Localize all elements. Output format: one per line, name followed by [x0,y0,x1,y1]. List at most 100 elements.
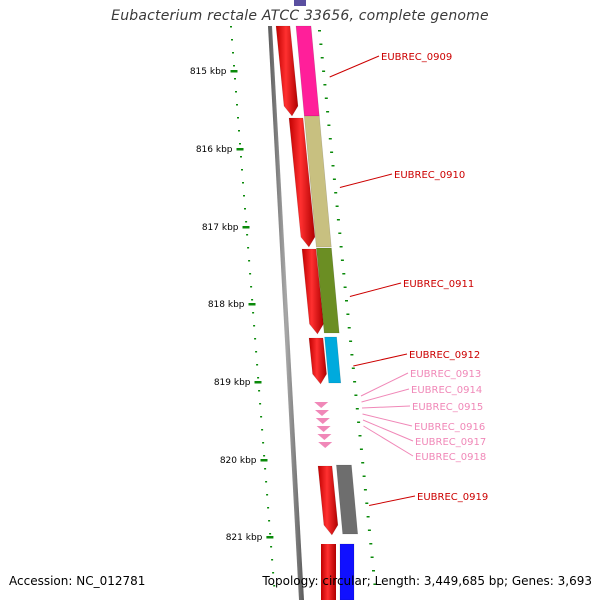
ruler-minor-tick [245,221,248,223]
inner-tick [323,84,327,86]
gene-leader-line [361,405,411,409]
ruler-minor-tick [248,260,251,262]
accession-text: Accession: NC_012781 [9,574,146,588]
ruler-label: 815 kbp [190,67,227,77]
inner-tick [373,583,377,585]
ruler-label: 817 kbp [202,223,239,233]
ruler-label: 820 kbp [220,456,257,466]
ruler-major-tick [230,70,238,73]
gene-label[interactable]: EUBREC_0918 [415,452,486,463]
inner-tick [354,394,358,396]
ruler-minor-tick [260,416,263,418]
ruler-minor-tick [268,520,271,522]
inner-tick [363,489,367,491]
ruler-minor-tick [238,130,240,132]
ruler-minor-tick [242,182,244,184]
small-gene-chevron[interactable] [315,410,329,416]
gene-block-eubrec-0919[interactable] [336,464,359,535]
gene-block-eubrec-0909[interactable] [295,25,320,117]
ruler-minor-tick [253,325,256,327]
gene-leader-line [349,282,402,297]
small-gene-chevron[interactable] [316,426,331,432]
genome-title: Eubacterium rectale ATCC 33656, complete… [111,8,489,24]
inner-tick [359,448,363,450]
genome-backbone [268,26,304,600]
gene-leader-line [363,425,414,457]
inner-tick [357,421,361,423]
ruler-minor-tick [251,299,254,301]
inner-tick [335,205,339,207]
small-gene-chevron[interactable] [314,402,329,408]
gene-label[interactable]: EUBREC_0914 [411,385,482,396]
gene-block-eubrec-0910[interactable] [303,115,332,248]
gene-label[interactable]: EUBREC_0912 [409,350,480,361]
inner-tick [324,97,328,99]
ruler-minor-tick [230,26,232,28]
gene-segment-top[interactable] [294,0,306,6]
gene-label[interactable]: EUBREC_0916 [414,422,485,433]
gene-leader-line [362,413,413,427]
gene-label[interactable]: EUBREC_0917 [415,437,486,448]
forward-gene-arrow[interactable] [308,337,327,385]
inner-tick [332,178,336,180]
ruler-minor-tick [256,364,259,366]
inner-tick [345,300,348,302]
gene-block-eubrec-0911[interactable] [316,247,340,334]
inner-tick [366,516,370,518]
inner-tick [342,273,346,275]
ruler-minor-tick [264,468,267,470]
ruler-major-tick [254,381,262,384]
inner-tick [362,475,366,477]
ruler-minor-tick [233,65,235,67]
ruler-minor-tick [239,143,241,145]
inner-tick [326,111,330,113]
ruler-minor-tick [232,52,234,54]
forward-gene-arrow[interactable] [275,25,299,117]
ruler-minor-tick [249,273,252,275]
inner-tick [367,529,371,531]
inner-tick [351,367,355,369]
gene-label[interactable]: EUBREC_0913 [410,369,481,380]
gene-leader-line [361,388,410,403]
forward-gene-arrow[interactable] [301,248,324,335]
ruler-minor-tick [236,104,238,106]
inner-tick [361,462,365,464]
ruler-minor-tick [269,533,272,535]
gene-label[interactable]: EUBREC_0911 [403,279,474,290]
gene-block-eubrec-0912[interactable] [324,336,342,384]
small-gene-chevron[interactable] [317,434,332,440]
inner-tick [365,502,369,504]
gene-segment-bottom[interactable] [339,543,355,600]
ruler-minor-tick [266,494,269,496]
ruler-minor-tick [270,546,273,548]
inner-tick [372,570,375,572]
ruler-minor-tick [235,91,237,93]
forward-gene-arrow[interactable] [317,465,339,536]
small-gene-chevron[interactable] [315,418,330,424]
inner-tick [340,259,344,261]
gene-label[interactable]: EUBREC_0915 [412,402,483,413]
ruler-major-tick [236,148,244,151]
ruler-minor-tick [247,247,250,249]
forward-gene-arrow[interactable] [288,117,316,248]
inner-tick [339,246,343,248]
ruler-minor-tick [263,455,266,457]
inner-tick [318,30,321,32]
gene-leader-line [362,419,414,442]
forward-gene-arrow[interactable] [321,544,336,600]
inner-tick [327,124,331,126]
inner-tick [349,340,353,342]
ruler-minor-tick [258,390,261,392]
inner-tick [330,151,334,153]
gene-label[interactable]: EUBREC_0909 [381,52,452,63]
inner-tick [347,327,351,329]
ruler-minor-tick [255,351,258,353]
ruler-major-tick [260,459,268,462]
gene-label[interactable]: EUBREC_0910 [394,170,465,181]
inner-tick [343,286,347,288]
small-gene-chevron[interactable] [318,442,333,448]
gene-label[interactable]: EUBREC_0919 [417,492,488,503]
inner-tick [319,43,323,45]
gene-leader-line [368,495,416,506]
